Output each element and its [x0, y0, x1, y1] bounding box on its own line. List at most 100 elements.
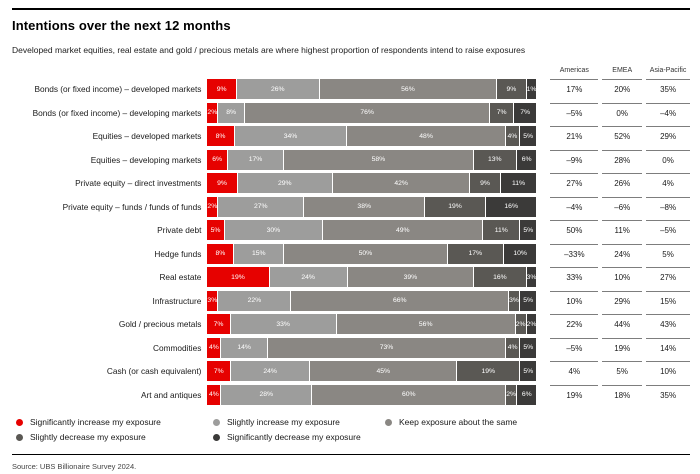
region-value: 11%: [602, 220, 643, 240]
bar-segment: 56%: [319, 79, 497, 99]
region-value: 19%: [550, 384, 599, 405]
bar-segment: 24%: [269, 267, 347, 287]
stacked-bar: 9% 26% 56% 9% 1%: [207, 79, 537, 99]
bar-segment: 9%: [207, 173, 237, 193]
bar-segment: 29%: [237, 173, 332, 193]
bar-segment: 4%: [506, 337, 520, 358]
legend-dot-icon: [16, 433, 23, 441]
region-value: 35%: [646, 79, 690, 99]
bar-segment: 19%: [457, 361, 520, 381]
bar-segment: 17%: [227, 149, 284, 170]
region-value: 22%: [550, 314, 599, 334]
row-label: Art and antiques: [140, 389, 202, 400]
table-row: Commodities 4% 14% 73% 4% 5% –5% 19% 14%: [12, 337, 690, 358]
region-value: –5%: [646, 220, 690, 240]
stacked-bar: 9% 29% 42% 9% 11%: [207, 173, 537, 193]
bar-segment: 6%: [517, 384, 537, 405]
region-value: 28%: [602, 149, 643, 170]
region-value: 5%: [646, 243, 690, 264]
bar-segment: 28%: [221, 384, 312, 405]
bar-segment: 11%: [483, 220, 520, 240]
row-label: Gold / precious metals: [118, 319, 202, 329]
row-label: Private equity – funds / funds of funds: [62, 201, 202, 212]
bar-segment: 7%: [207, 361, 231, 381]
bar-segment: 6%: [516, 149, 537, 170]
stacked-bar: 4% 28% 60% 2% 6%: [207, 384, 537, 405]
column-header-asia-pacific: Asia-Pacific: [649, 67, 687, 74]
bar-segment: 10%: [503, 243, 537, 264]
row-label: Hedge funds: [154, 248, 202, 259]
bar-segment: 19%: [425, 196, 485, 217]
region-value: –5%: [550, 102, 599, 123]
bar-segment: 8%: [207, 243, 234, 264]
region-value: –9%: [550, 149, 599, 170]
legend-label: Significantly decrease my exposure: [227, 432, 361, 442]
bar-segment: 9%: [470, 173, 500, 193]
row-label: Private debt: [157, 225, 202, 235]
region-value: 10%: [646, 361, 690, 381]
column-header-americas: Americas: [559, 67, 589, 74]
column-header-emea: EMEA: [612, 67, 633, 74]
row-label: Equities – developed markets: [92, 131, 202, 141]
bar-segment: 2%: [515, 314, 526, 334]
bar-segment: 4%: [207, 384, 221, 405]
bar-segment: 9%: [497, 79, 526, 99]
bar-segment: 4%: [207, 337, 221, 358]
bar-segment: 56%: [336, 314, 515, 334]
stacked-bar: 7% 24% 45% 19% 5%: [207, 361, 537, 381]
chart-rows: Bonds (or fixed income) – developed mark…: [12, 79, 690, 405]
bar-segment: 8%: [207, 126, 234, 146]
row-label: Equities – developing markets: [90, 154, 202, 165]
bar-segment: 8%: [218, 102, 244, 123]
region-value: 44%: [602, 314, 643, 334]
bar-segment: 50%: [284, 243, 447, 264]
bar-segment: 3%: [207, 290, 218, 311]
bar-segment: 42%: [332, 173, 470, 193]
region-value: –8%: [646, 196, 690, 217]
row-label: Private equity – direct investments: [75, 178, 202, 188]
region-value: 29%: [602, 290, 643, 311]
legend-item-keep-same: Keep exposure about the same: [385, 417, 517, 427]
bar-segment: 27%: [218, 196, 304, 217]
region-value: 19%: [602, 337, 643, 358]
bar-segment: 2%: [506, 384, 517, 405]
legend-row: Slightly decrease my exposure Significan…: [16, 430, 690, 445]
chart-legend: Significantly increase my exposure Sligh…: [12, 415, 690, 445]
bar-segment: 2%: [207, 102, 218, 123]
region-value: 17%: [550, 79, 599, 99]
bar-segment: 19%: [207, 267, 269, 287]
page-title: Intentions over the next 12 months: [12, 18, 231, 33]
legend-item-significantly-decrease: Significantly decrease my exposure: [213, 432, 385, 442]
legend-label: Keep exposure about the same: [399, 417, 518, 427]
region-value: 52%: [602, 126, 643, 146]
region-value: 33%: [550, 267, 599, 287]
region-value: –33%: [550, 243, 599, 264]
row-label: Bonds (or fixed income) – developed mark…: [34, 84, 202, 94]
bar-segment: 2%: [207, 196, 218, 217]
bar-segment: 15%: [234, 243, 284, 264]
bar-segment: 3%: [509, 290, 519, 311]
legend-dot-icon: [16, 418, 23, 426]
table-row: Private equity – direct investments 9% 29%…: [12, 173, 690, 193]
legend-label: Slightly decrease my exposure: [30, 432, 146, 442]
bar-segment: 5%: [520, 361, 537, 381]
bar-segment: 17%: [447, 243, 503, 264]
bar-segment: 13%: [473, 149, 516, 170]
bar-segment: 14%: [221, 337, 267, 358]
table-row: Hedge funds 8% 15% 50% 17% 10% –33% 24% 5%: [12, 243, 690, 264]
region-value: 29%: [646, 126, 690, 146]
table-row: Equities – developing markets 6% 17% 58% 13%…: [12, 149, 690, 170]
table-row: Gold / precious metals 7% 33% 56% 2% 2% 22% 44%…: [12, 314, 690, 334]
bar-segment: 49%: [323, 220, 483, 240]
region-value: 0%: [646, 149, 690, 170]
region-value: 10%: [550, 290, 599, 311]
table-row: Bonds (or fixed income) – developing mar…: [12, 102, 690, 123]
bar-segment: 3%: [526, 267, 537, 287]
legend-item-slightly-increase: Slightly increase my exposure: [213, 417, 385, 427]
bar-segment: 33%: [230, 314, 336, 334]
region-value: –4%: [646, 102, 690, 123]
region-value: 10%: [602, 267, 643, 287]
legend-label: Significantly increase my exposure: [30, 417, 161, 427]
bar-segment: 76%: [244, 102, 490, 123]
